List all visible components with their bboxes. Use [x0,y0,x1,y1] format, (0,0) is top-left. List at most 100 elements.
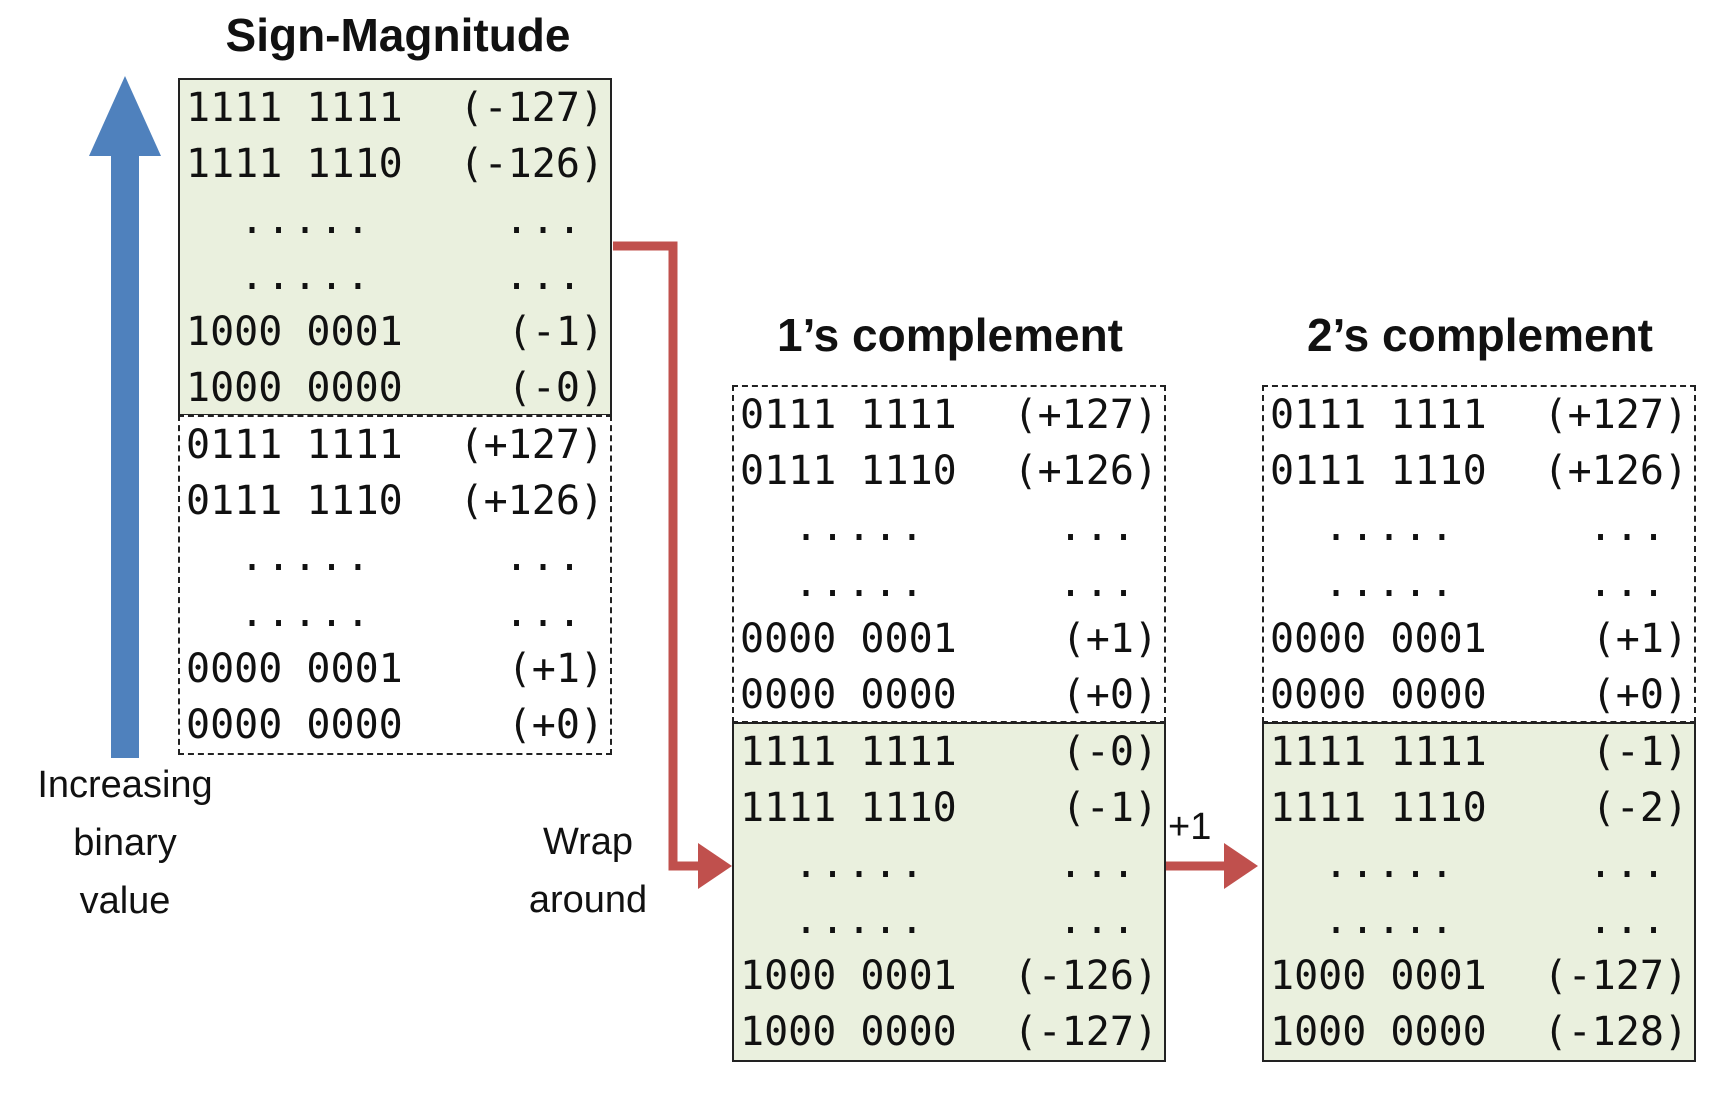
decimal-value: ... [1588,560,1668,606]
twos-complement-title: 2’s complement [1307,309,1653,361]
decimal-value: (-0) [1061,729,1158,775]
decimal-value: (-127) [1013,1009,1159,1055]
ones-complement-title: 1’s complement [777,309,1123,361]
decimal-value: (+1) [1591,616,1688,662]
table-row: 1000 0001 (-127) [1270,948,1688,1004]
decimal-value: ... [1058,841,1138,887]
decimal-value: (+126) [1013,448,1159,494]
decimal-value: (-1) [1061,785,1158,831]
wrap-label-line1: Wrap [542,821,634,863]
decimal-value: (+0) [507,702,604,748]
bit-pattern: 0000 0000 [1270,672,1487,718]
bit-pattern: 1000 0000 [740,1009,957,1055]
table-row: ........ [1270,555,1688,611]
table-row: 0111 1110 (+126) [1270,443,1688,499]
bit-pattern: ..... [794,560,927,606]
decimal-value: (-0) [507,365,604,411]
bit-pattern: 0111 1111 [740,392,957,438]
increasing-binary-value-label: Increasing binary value [20,756,230,930]
table-row: 0000 0001 (+1) [186,641,604,697]
bit-pattern: 1000 0000 [186,365,403,411]
table-row: 0111 1110 (+126) [740,443,1158,499]
table-row: 1000 0001 (-126) [740,948,1158,1004]
decimal-value: (-127) [1543,953,1689,999]
bit-pattern: ..... [1324,897,1457,943]
sign-magnitude-negative-rows: 1111 1111 (-127) 1111 1110 (-126)..........… [178,78,612,416]
table-row: 0000 0000 (+0) [186,697,604,753]
bit-pattern: 1111 1110 [1270,785,1487,831]
decimal-value: ... [1588,504,1668,550]
bit-pattern: ..... [240,534,373,580]
bit-pattern: 0111 1110 [740,448,957,494]
decimal-value: (-2) [1591,785,1688,831]
bit-pattern: 0000 0001 [186,646,403,692]
bit-pattern: 0111 1111 [1270,392,1487,438]
sign-magnitude-positive-rows: 0111 1111 (+127) 0111 1110 (+126)..........… [178,415,612,755]
increasing-arrow [89,76,161,758]
table-row: 1000 0000 (-128) [1270,1004,1688,1060]
bit-pattern: 0000 0000 [186,702,403,748]
bit-pattern: 0000 0001 [740,616,957,662]
bit-pattern: 0111 1110 [186,478,403,524]
table-row: ........ [740,892,1158,948]
twos-complement-positive-rows: 0111 1111 (+127) 0111 1110 (+126)..........… [1262,385,1696,723]
table-row: ........ [186,192,604,248]
table-row: 1111 1111 (-1) [1270,724,1688,780]
table-row: ........ [1270,836,1688,892]
decimal-value: ... [504,534,584,580]
table-row: 1111 1110 (-126) [186,136,604,192]
decimal-value: (-1) [1591,729,1688,775]
table-row: 1111 1111 (-0) [740,724,1158,780]
table-row: 1000 0000 (-127) [740,1004,1158,1060]
table-row: ........ [186,585,604,641]
bit-pattern: ..... [794,897,927,943]
table-row: 0111 1110 (+126) [186,473,604,529]
decimal-value: (+1) [507,646,604,692]
bit-pattern: 1111 1111 [1270,729,1487,775]
decimal-value: ... [1058,897,1138,943]
bit-pattern: 1000 0001 [186,309,403,355]
decimal-value: ... [504,197,584,243]
decimal-value: (+127) [459,422,605,468]
bit-pattern: ..... [240,253,373,299]
bit-pattern: 1111 1110 [186,141,403,187]
plus-one-arrow [1165,843,1258,889]
bit-pattern: 1111 1111 [740,729,957,775]
decimal-value: (+127) [1013,392,1159,438]
increasing-label-line3: value [79,880,171,922]
table-row: 1111 1110 (-1) [740,780,1158,836]
table-row: 0000 0001 (+1) [1270,611,1688,667]
bit-pattern: 1000 0001 [1270,953,1487,999]
bit-pattern: ..... [794,504,927,550]
table-row: 1000 0001 (-1) [186,304,604,360]
table-row: 0000 0001 (+1) [740,611,1158,667]
table-row: ........ [1270,892,1688,948]
bit-pattern: 0111 1111 [186,422,403,468]
decimal-value: ... [1058,560,1138,606]
decimal-value: (+0) [1591,672,1688,718]
wrap-around-arrow [613,241,732,889]
bit-pattern: 1000 0001 [740,953,957,999]
bit-pattern: ..... [1324,841,1457,887]
table-row: ........ [1270,499,1688,555]
decimal-value: ... [1588,897,1668,943]
plus-one-label: +1 [1168,806,1212,848]
sign-magnitude-title: Sign-Magnitude [225,9,571,61]
decimal-value: ... [1588,841,1668,887]
decimal-value: (-126) [1013,953,1159,999]
table-row: 0111 1111 (+127) [186,417,604,473]
wrap-label-line2: around [528,879,648,921]
decimal-value: ... [504,253,584,299]
table-row: ........ [186,248,604,304]
table-row: ........ [186,529,604,585]
table-row: ........ [740,836,1158,892]
table-row: 1111 1111 (-127) [186,80,604,136]
decimal-value: (+1) [1061,616,1158,662]
table-row: 1111 1110 (-2) [1270,780,1688,836]
decimal-value: (-1) [507,309,604,355]
bit-pattern: 0000 0000 [740,672,957,718]
table-row: 0111 1111 (+127) [740,387,1158,443]
increasing-label-line1: Increasing [37,764,213,806]
decimal-value: ... [1058,504,1138,550]
bit-pattern: ..... [240,590,373,636]
